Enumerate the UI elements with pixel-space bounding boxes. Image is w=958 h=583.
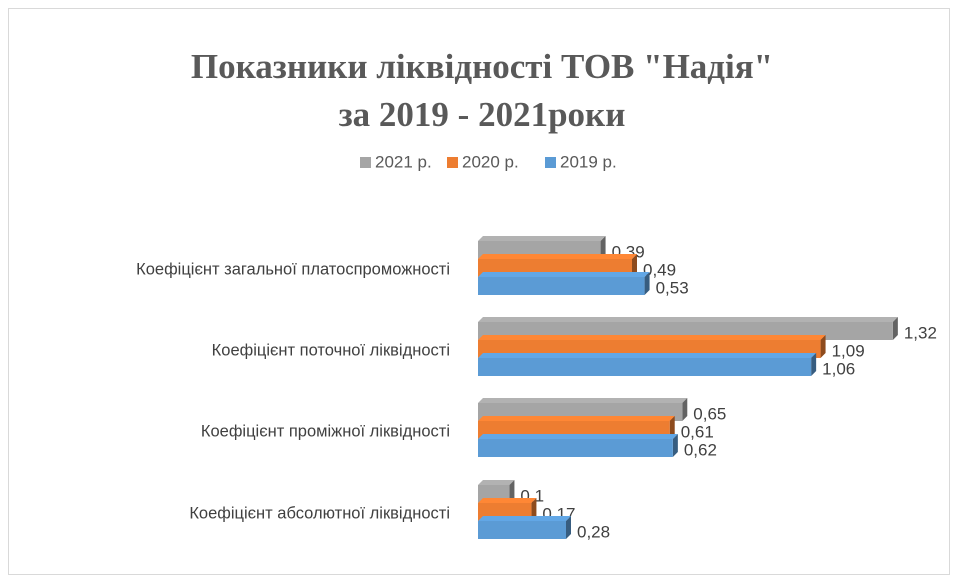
category-label: Коефіцієнт абсолютної ліквідності — [189, 504, 450, 522]
bar-top — [478, 236, 606, 241]
bar-side — [531, 498, 537, 521]
bar-side — [672, 434, 678, 457]
value-label: 1,09 — [832, 341, 865, 360]
bar-top — [478, 254, 637, 259]
value-label: 0,53 — [656, 278, 689, 297]
value-label: 0,28 — [577, 522, 610, 541]
bar-side — [820, 335, 826, 358]
value-label: 0,62 — [684, 440, 717, 459]
bar-side — [682, 398, 688, 421]
bar-top — [478, 353, 817, 358]
bar-side — [644, 272, 650, 295]
bar-top — [478, 434, 678, 439]
bar-side — [566, 516, 571, 539]
legend-swatch — [360, 157, 371, 168]
legend-label: 2021 р. — [375, 152, 432, 171]
bar-top — [478, 516, 571, 521]
chart-title: Показники ліквідності ТОВ "Надія" — [191, 47, 773, 86]
bar-side — [632, 254, 637, 277]
bar-top — [478, 416, 675, 421]
bar-side — [811, 353, 817, 376]
bar-top — [478, 335, 826, 340]
bar-side — [892, 317, 898, 340]
category-label: Коефіцієнт проміжної ліквідності — [201, 422, 450, 440]
bar-top — [478, 272, 650, 277]
bar — [478, 277, 645, 295]
category-label: Коефіцієнт поточної ліквідності — [212, 341, 450, 359]
bar-top — [478, 480, 515, 485]
value-label: 0,61 — [681, 422, 714, 441]
legend-label: 2020 р. — [462, 152, 519, 171]
value-label: 0,49 — [643, 260, 676, 279]
legend-swatch — [447, 157, 458, 168]
bar — [478, 521, 566, 539]
chart-title: за 2019 - 2021роки — [339, 95, 626, 134]
value-label: 1,06 — [822, 359, 855, 378]
bar-top — [478, 498, 537, 503]
bar — [478, 439, 673, 457]
bar-side — [669, 416, 675, 439]
bar-side — [600, 236, 606, 259]
legend-label: 2019 р. — [560, 152, 617, 171]
value-label: 0,65 — [693, 404, 726, 423]
bar-top — [478, 317, 898, 322]
category-label: Коефіцієнт загальної платоспроможності — [136, 260, 450, 278]
bar-side — [509, 480, 515, 503]
value-label: 1,32 — [904, 323, 937, 342]
legend-swatch — [545, 157, 556, 168]
bar-top — [478, 398, 688, 403]
bar — [478, 358, 812, 376]
